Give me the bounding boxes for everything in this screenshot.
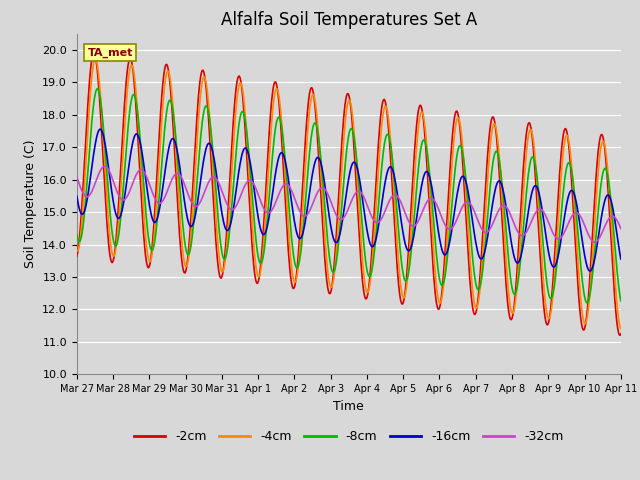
-32cm [448,226,456,231]
-32cm [216,184,224,190]
-8cm [341,164,349,169]
-16cm [586,268,594,274]
-32cm [73,174,81,180]
-2cm [617,331,625,337]
Line: -2cm: -2cm [77,53,621,335]
Line: -16cm: -16cm [77,129,621,271]
-16cm [73,193,81,199]
-4cm [216,263,224,269]
-4cm [394,251,402,257]
Line: -32cm: -32cm [77,166,621,242]
-32cm [394,194,402,200]
-2cm [448,144,456,149]
-2cm [394,274,402,280]
-8cm [448,206,456,212]
-4cm [193,139,201,145]
-16cm [193,204,201,209]
-4cm [92,57,100,62]
-16cm [568,188,575,193]
-16cm [394,195,402,201]
-8cm [93,86,101,92]
-32cm [568,214,575,219]
-32cm [591,240,598,245]
-32cm [193,204,201,209]
Line: -4cm: -4cm [77,60,621,329]
-32cm [101,163,109,169]
Title: Alfalfa Soil Temperatures Set A: Alfalfa Soil Temperatures Set A [221,11,477,29]
-2cm [193,114,201,120]
-8cm [617,298,625,304]
-2cm [90,50,98,56]
-16cm [617,256,625,262]
-4cm [73,248,81,253]
-2cm [341,102,349,108]
Text: TA_met: TA_met [88,48,133,58]
-4cm [568,164,575,169]
-16cm [97,126,104,132]
-2cm [616,332,624,338]
-32cm [341,213,349,219]
-2cm [216,275,224,281]
X-axis label: Time: Time [333,400,364,413]
Legend: -2cm, -4cm, -8cm, -16cm, -32cm: -2cm, -4cm, -8cm, -16cm, -32cm [129,425,568,448]
-2cm [73,253,81,259]
-8cm [568,168,575,174]
-4cm [617,326,625,332]
-4cm [341,121,349,127]
-8cm [73,231,81,237]
-8cm [216,239,224,244]
-8cm [394,221,402,227]
-16cm [448,228,456,234]
-8cm [193,180,201,186]
Line: -8cm: -8cm [77,89,621,303]
Y-axis label: Soil Temperature (C): Soil Temperature (C) [24,140,36,268]
-2cm [568,180,575,186]
-8cm [583,300,591,306]
-16cm [216,200,224,206]
-32cm [617,226,625,231]
-16cm [341,200,349,206]
-4cm [448,168,456,173]
